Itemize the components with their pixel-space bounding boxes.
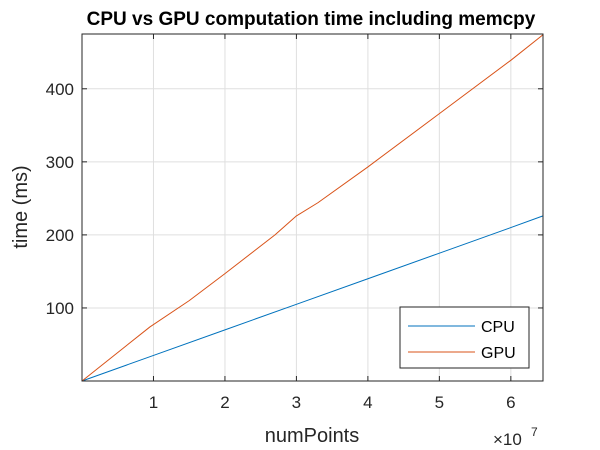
y-tick-label: 200 — [46, 226, 74, 245]
legend-box — [399, 306, 530, 369]
x-tick-label: 4 — [363, 393, 372, 412]
series-line-cpu — [81, 215, 544, 382]
y-axis-label: time (ms) — [10, 165, 32, 248]
x-axis-exponent: ×10 7 — [493, 425, 538, 449]
legend-label-cpu: CPU — [481, 319, 515, 336]
legend: CPU GPU — [399, 306, 530, 369]
y-tick-label: 300 — [46, 153, 74, 172]
x-axis-exponent-power: 7 — [531, 425, 538, 439]
legend-label-gpu: GPU — [481, 345, 516, 362]
axis-tick-labels: 1 2 3 4 5 6 100 200 300 400 — [46, 80, 516, 412]
x-axis-label: numPoints — [265, 425, 360, 447]
chart-title: CPU vs GPU computation time including me… — [87, 9, 536, 30]
x-axis-exponent-base: ×10 — [493, 430, 522, 449]
plot-frame — [81, 33, 544, 382]
x-tick-label: 5 — [435, 393, 444, 412]
y-tick-label: 100 — [46, 299, 74, 318]
x-tick-label: 2 — [220, 393, 229, 412]
x-tick-label: 1 — [149, 393, 158, 412]
x-tick-label: 6 — [506, 393, 515, 412]
x-tick-label: 3 — [292, 393, 301, 412]
series-lines — [81, 34, 544, 382]
y-tick-label: 400 — [46, 80, 74, 99]
series-line-gpu — [81, 34, 544, 382]
axis-ticks — [82, 34, 543, 381]
